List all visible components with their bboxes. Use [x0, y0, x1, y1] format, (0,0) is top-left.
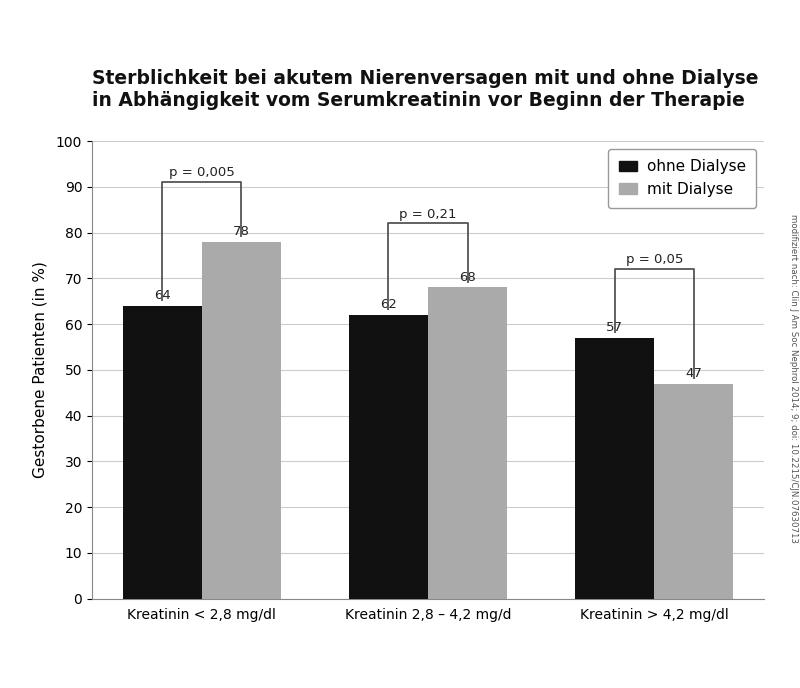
Bar — [428, 288, 507, 599]
Text: 78: 78 — [233, 225, 250, 238]
Bar — [575, 338, 654, 599]
Bar — [202, 241, 281, 599]
Text: 64: 64 — [154, 289, 170, 302]
Text: 68: 68 — [459, 271, 476, 283]
Text: modifiziert nach: Clin J Am Soc Nephrol 2014; 9; doi: 10.2215/CJN.07630713: modifiziert nach: Clin J Am Soc Nephrol … — [790, 214, 798, 543]
Text: Sterblichkeit bei akutem Nierenversagen mit und ohne Dialyse
in Abhängigkeit vom: Sterblichkeit bei akutem Nierenversagen … — [92, 69, 758, 110]
Y-axis label: Gestorbene Patienten (in %): Gestorbene Patienten (in %) — [33, 261, 47, 478]
Text: GRAFIK: GRAFIK — [10, 14, 102, 34]
Bar — [654, 383, 734, 599]
Text: p = 0,005: p = 0,005 — [169, 166, 234, 180]
Text: 47: 47 — [686, 367, 702, 380]
Legend: ohne Dialyse, mit Dialyse: ohne Dialyse, mit Dialyse — [608, 149, 756, 208]
Text: p = 0,05: p = 0,05 — [626, 253, 683, 266]
Text: 57: 57 — [606, 321, 623, 334]
Bar — [349, 315, 428, 599]
Bar — [122, 305, 202, 599]
Text: 62: 62 — [380, 298, 397, 311]
Text: p = 0,21: p = 0,21 — [399, 208, 457, 221]
